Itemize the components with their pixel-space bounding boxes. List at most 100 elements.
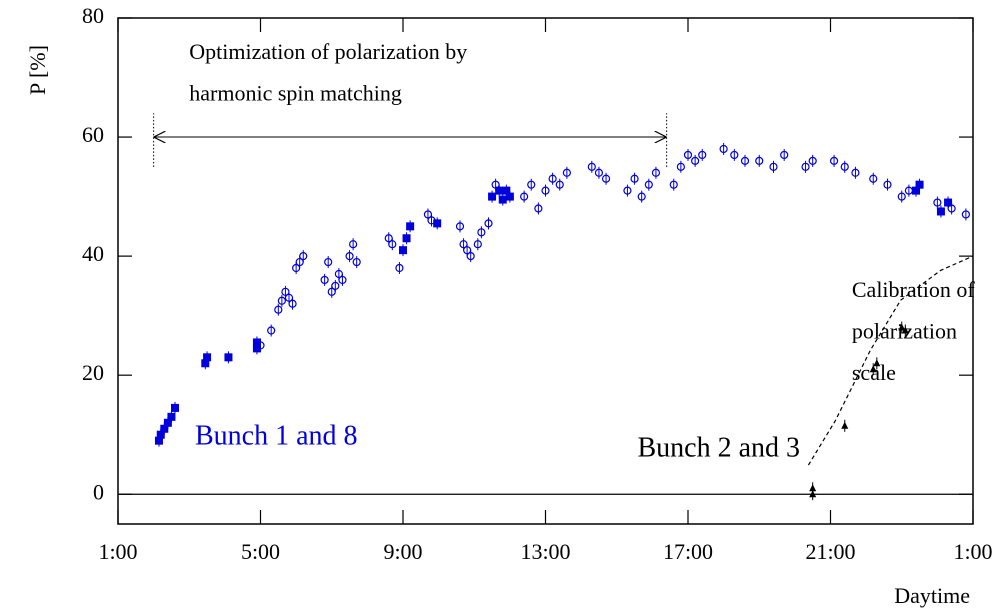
point xyxy=(267,326,276,335)
point xyxy=(345,252,354,261)
point xyxy=(637,192,646,201)
point xyxy=(502,186,511,195)
point xyxy=(324,257,333,267)
x-axis-label: Daytime xyxy=(894,583,970,608)
point xyxy=(936,207,945,216)
x-tick-label: 9:00 xyxy=(383,539,422,564)
fit-line xyxy=(807,255,974,466)
point xyxy=(154,436,163,445)
point xyxy=(455,222,465,231)
point xyxy=(587,162,596,171)
x-tick-label: 5:00 xyxy=(241,539,280,564)
y-axis-label: P [%] xyxy=(25,45,50,95)
point xyxy=(505,192,514,201)
point xyxy=(801,162,810,171)
point xyxy=(691,156,700,165)
point xyxy=(719,144,728,154)
point xyxy=(676,162,685,171)
point xyxy=(873,359,881,367)
point xyxy=(555,180,564,189)
point xyxy=(730,150,739,160)
point xyxy=(541,186,550,195)
point xyxy=(562,168,571,177)
point xyxy=(274,305,283,314)
point xyxy=(163,418,172,427)
y-tick-label: 80 xyxy=(82,3,104,28)
point xyxy=(488,192,497,201)
point xyxy=(623,186,632,195)
annotation: polarization xyxy=(852,319,957,344)
point xyxy=(755,156,764,165)
point xyxy=(769,162,778,171)
point xyxy=(897,192,906,201)
point xyxy=(840,162,849,171)
point xyxy=(498,195,507,204)
point xyxy=(780,150,789,160)
point xyxy=(912,186,920,195)
annotation: Calibration of xyxy=(852,277,975,302)
point xyxy=(548,174,557,183)
point xyxy=(203,353,212,362)
point xyxy=(808,156,817,165)
point xyxy=(477,228,486,237)
point xyxy=(961,210,970,219)
annotation: harmonic spin matching xyxy=(189,80,402,105)
x-tick-label: 17:00 xyxy=(663,539,713,564)
point xyxy=(601,174,611,183)
point xyxy=(402,234,411,243)
point xyxy=(869,174,878,183)
point xyxy=(841,421,849,429)
point xyxy=(944,198,953,207)
point xyxy=(320,275,329,285)
point xyxy=(299,252,308,261)
point xyxy=(740,156,750,165)
point xyxy=(630,174,639,183)
y-tick-label: 0 xyxy=(93,479,104,504)
point xyxy=(252,338,261,347)
point xyxy=(829,156,839,165)
series-label: Bunch 1 and 8 xyxy=(195,420,358,451)
point xyxy=(167,412,176,421)
point xyxy=(473,240,482,249)
point xyxy=(201,359,210,368)
x-tick-label: 21:00 xyxy=(805,539,855,564)
point xyxy=(395,263,404,273)
series-label: Bunch 2 and 3 xyxy=(637,432,800,463)
point xyxy=(399,246,407,255)
point xyxy=(288,299,297,308)
point xyxy=(669,180,678,189)
y-tick-label: 20 xyxy=(82,360,104,385)
point xyxy=(644,180,653,189)
point xyxy=(349,240,358,249)
point xyxy=(277,296,286,305)
point xyxy=(915,180,924,189)
point xyxy=(809,484,817,492)
point xyxy=(433,219,442,228)
point xyxy=(224,353,233,362)
point xyxy=(698,150,707,160)
point xyxy=(352,257,361,267)
point xyxy=(898,323,906,331)
y-tick-label: 40 xyxy=(82,241,104,266)
point xyxy=(171,403,179,412)
point xyxy=(534,204,543,213)
point xyxy=(466,252,475,261)
point xyxy=(594,168,604,177)
point xyxy=(883,180,892,189)
point xyxy=(527,180,536,189)
point xyxy=(331,281,340,290)
x-tick-label: 13:00 xyxy=(520,539,570,564)
point xyxy=(851,168,860,177)
point xyxy=(388,240,397,249)
point xyxy=(683,150,693,160)
point xyxy=(338,275,347,285)
point xyxy=(406,222,415,231)
x-tick-label: 1:00 xyxy=(953,539,992,564)
y-tick-label: 60 xyxy=(82,122,104,147)
point xyxy=(933,198,942,207)
point xyxy=(901,326,909,334)
point xyxy=(160,424,169,433)
point xyxy=(651,168,661,177)
point xyxy=(869,365,877,373)
